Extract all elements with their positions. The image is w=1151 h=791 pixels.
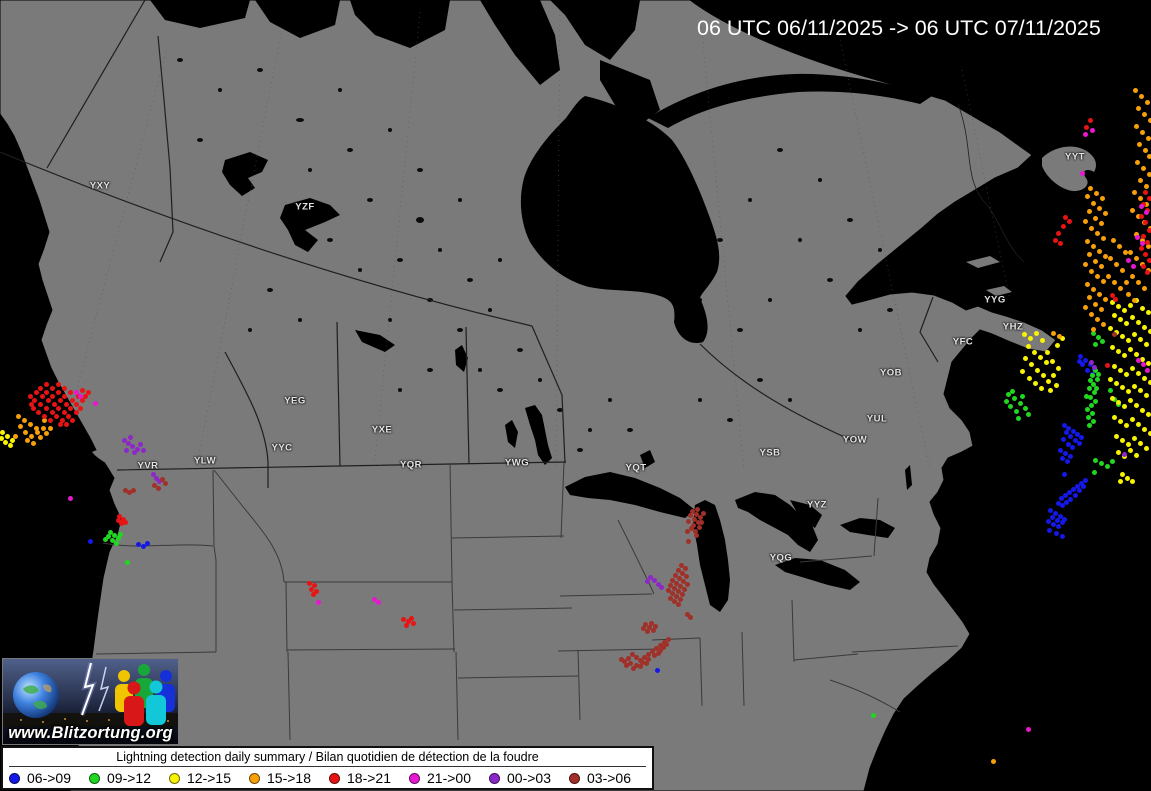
legend-color-dot <box>249 772 260 784</box>
map-title: 06 UTC 06/11/2025 -> 06 UTC 07/11/2025 <box>697 16 1101 40</box>
legend-color-dot <box>489 772 500 784</box>
legend-item-09->12: 09->12 <box>89 770 169 786</box>
legend-items: 06->09 09->12 12->15 15->18 18->21 21->00 00->… <box>3 767 652 786</box>
legend-item-06->09: 06->09 <box>9 770 89 786</box>
legend-color-dot <box>9 772 20 784</box>
legend-color-dot <box>569 772 580 784</box>
legend-item-label: 18->21 <box>347 770 391 786</box>
landmass <box>0 0 1097 791</box>
lightning-bolt-icon <box>79 662 110 716</box>
legend-item-label: 09->12 <box>107 770 151 786</box>
legend-item-03->06: 03->06 <box>569 770 649 786</box>
people-icons <box>115 664 175 726</box>
legend-item-label: 21->00 <box>427 770 471 786</box>
legend-separator <box>9 766 646 767</box>
legend-item-label: 03->06 <box>587 770 631 786</box>
legend-title: Lightning detection daily summary / Bila… <box>116 750 539 764</box>
legend-item-label: 06->09 <box>27 770 71 786</box>
logo-url-text: www.Blitzortung.org <box>8 724 173 742</box>
legend-item-label: 00->03 <box>507 770 551 786</box>
legend-color-dot <box>329 772 340 784</box>
legend-color-dot <box>169 772 180 784</box>
logo-art <box>3 662 178 727</box>
state-borders <box>95 461 959 741</box>
legend-item-00->03: 00->03 <box>489 770 569 786</box>
legend-item-12->15: 12->15 <box>169 770 249 786</box>
legend-color-dot <box>89 772 100 784</box>
blitzortung-logo: www.Blitzortung.org <box>2 658 179 745</box>
graticule <box>65 9 1011 471</box>
borders <box>0 0 1025 488</box>
legend-item-label: 15->18 <box>267 770 311 786</box>
legend-item-18->21: 18->21 <box>329 770 409 786</box>
legend: Lightning detection daily summary / Bila… <box>1 746 654 790</box>
earth-globe-icon <box>13 672 59 718</box>
legend-item-21->00: 21->00 <box>409 770 489 786</box>
legend-item-label: 12->15 <box>187 770 231 786</box>
legend-color-dot <box>409 772 420 784</box>
legend-item-15->18: 15->18 <box>249 770 329 786</box>
water-bodies <box>150 0 932 612</box>
